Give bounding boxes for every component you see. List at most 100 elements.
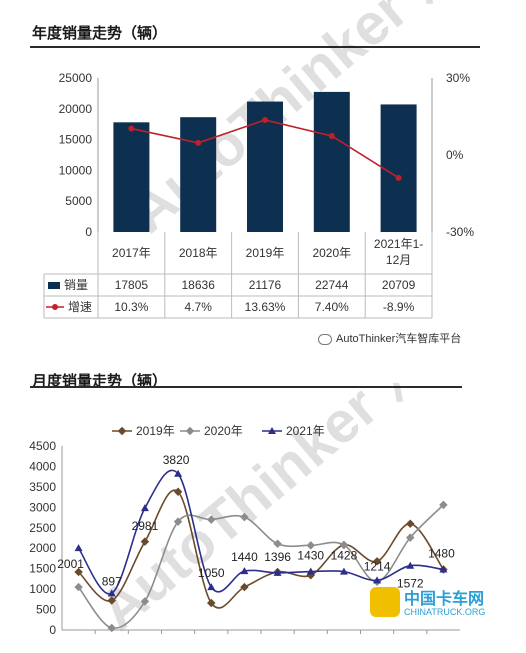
- annual-title-rule: [30, 46, 480, 48]
- series-point-2021: [207, 583, 216, 591]
- data-label: 1440: [231, 550, 258, 564]
- category-label: 2019年: [246, 246, 285, 260]
- y-tick-label: 1000: [29, 582, 56, 596]
- data-label: 1214: [364, 559, 391, 573]
- legend-swatch-sales: [48, 282, 60, 289]
- category-label: 2021年1-: [374, 237, 423, 251]
- y-tick-label: 3500: [29, 480, 56, 494]
- monthly-sales-chart: AutoThinker 汽车智库平台 450040003500300025002…: [29, 383, 526, 643]
- series-point-2021: [273, 568, 282, 576]
- legend-label: 2021年: [286, 424, 325, 438]
- growth-point: [262, 117, 268, 124]
- left-tick-label: 5000: [65, 194, 92, 208]
- monthly-title-rule: [30, 386, 462, 388]
- monthly-chart-title: 月度销量走势（辆）: [32, 372, 168, 390]
- series-point: [207, 515, 216, 524]
- data-label: 2981: [132, 519, 159, 533]
- data-label: 1050: [198, 566, 225, 580]
- legend-label-growth: 增速: [68, 300, 92, 314]
- left-tick-label: 20000: [59, 102, 93, 116]
- growth-point: [195, 139, 202, 146]
- right-tick-label: 30%: [446, 71, 470, 85]
- series-point: [107, 623, 116, 633]
- sales-bar: [380, 104, 417, 232]
- table-value-sales: 20709: [382, 278, 416, 292]
- logo-name: 中国卡车网: [404, 589, 485, 608]
- data-label: 1480: [428, 546, 455, 560]
- annual-sales-chart: AutoThinker 汽车智库 25000200001500010000500…: [43, 0, 526, 319]
- series-point-2021: [339, 567, 348, 575]
- series-point-2021: [439, 565, 448, 573]
- legend-marker: [268, 427, 276, 434]
- category-label: 12月: [386, 253, 411, 267]
- y-tick-label: 500: [36, 603, 56, 617]
- series-point: [273, 539, 282, 548]
- left-tick-label: 25000: [59, 71, 93, 85]
- footer-tag-text: AutoThinker汽车智库平台: [336, 333, 462, 345]
- right-tick-label: -30%: [446, 225, 474, 239]
- table-value-sales: 21176: [249, 278, 282, 292]
- data-label: 1572: [397, 577, 424, 591]
- legend-label: 2019年: [136, 424, 175, 438]
- series-point: [74, 582, 83, 592]
- category-label: 2018年: [179, 246, 218, 260]
- series-point: [306, 541, 315, 550]
- legend-label-sales: 销量: [64, 278, 88, 292]
- series-point: [439, 500, 448, 510]
- series-point: [406, 519, 415, 528]
- y-tick-label: 1500: [29, 562, 56, 576]
- y-tick-label: 2500: [29, 521, 56, 535]
- series-point-2021: [373, 576, 382, 584]
- series-point: [74, 567, 83, 577]
- wechat-icon: [318, 333, 332, 345]
- annual-chart-title: 年度销量走势（辆）: [32, 24, 168, 42]
- table-value-growth: 7.40%: [315, 300, 349, 314]
- y-tick-label: 0: [49, 623, 56, 637]
- series-point-2021: [74, 544, 83, 552]
- growth-point: [395, 174, 402, 181]
- data-label: 3820: [163, 453, 190, 467]
- y-tick-label: 4500: [29, 439, 56, 453]
- series-point-2021: [306, 567, 315, 575]
- legend-marker: [117, 426, 127, 436]
- sales-bar: [113, 122, 150, 232]
- legend-swatch-growth-dot: [52, 304, 58, 310]
- left-tick-label: 15000: [59, 133, 93, 147]
- series-point-2021: [140, 504, 149, 512]
- growth-point: [328, 133, 335, 140]
- series-point-2021: [107, 589, 116, 597]
- legend-label: 2020年: [204, 424, 243, 438]
- data-label: 897: [102, 574, 122, 588]
- category-label: 2017年: [112, 246, 151, 260]
- series-point-2021: [406, 561, 415, 569]
- table-value-sales: 18636: [182, 278, 216, 292]
- series-point: [339, 540, 349, 550]
- left-tick-label: 0: [85, 225, 92, 239]
- y-tick-label: 4000: [29, 459, 56, 473]
- truck-icon: [370, 587, 400, 617]
- table-value-growth: -8.9%: [383, 300, 415, 314]
- legend-marker: [185, 426, 195, 436]
- logo-sub: CHINATRUCK.ORG: [404, 607, 486, 617]
- growth-point: [128, 125, 135, 132]
- left-tick-label: 10000: [59, 163, 93, 177]
- right-tick-label: 0%: [446, 148, 464, 162]
- series-point: [372, 557, 382, 566]
- series-point: [240, 582, 249, 592]
- table-value-growth: 4.7%: [185, 300, 213, 314]
- y-tick-label: 3000: [29, 500, 56, 514]
- series-point: [140, 597, 150, 606]
- table-value-sales: 22744: [315, 278, 349, 292]
- wechat-footer: AutoThinker汽车智库平台: [318, 330, 461, 346]
- data-label: 1430: [297, 549, 324, 563]
- series-point: [173, 517, 183, 526]
- series-point: [406, 533, 415, 542]
- data-label: 2001: [57, 557, 84, 571]
- y-tick-label: 2000: [29, 541, 56, 555]
- data-label: 1428: [331, 549, 358, 563]
- table-value-growth: 13.63%: [245, 300, 286, 314]
- series-point: [207, 598, 216, 608]
- table-value-sales: 17805: [115, 278, 149, 292]
- series-point-2021: [174, 469, 183, 477]
- chinatruck-logo: 中国卡车网 CHINATRUCK.ORG: [370, 583, 494, 631]
